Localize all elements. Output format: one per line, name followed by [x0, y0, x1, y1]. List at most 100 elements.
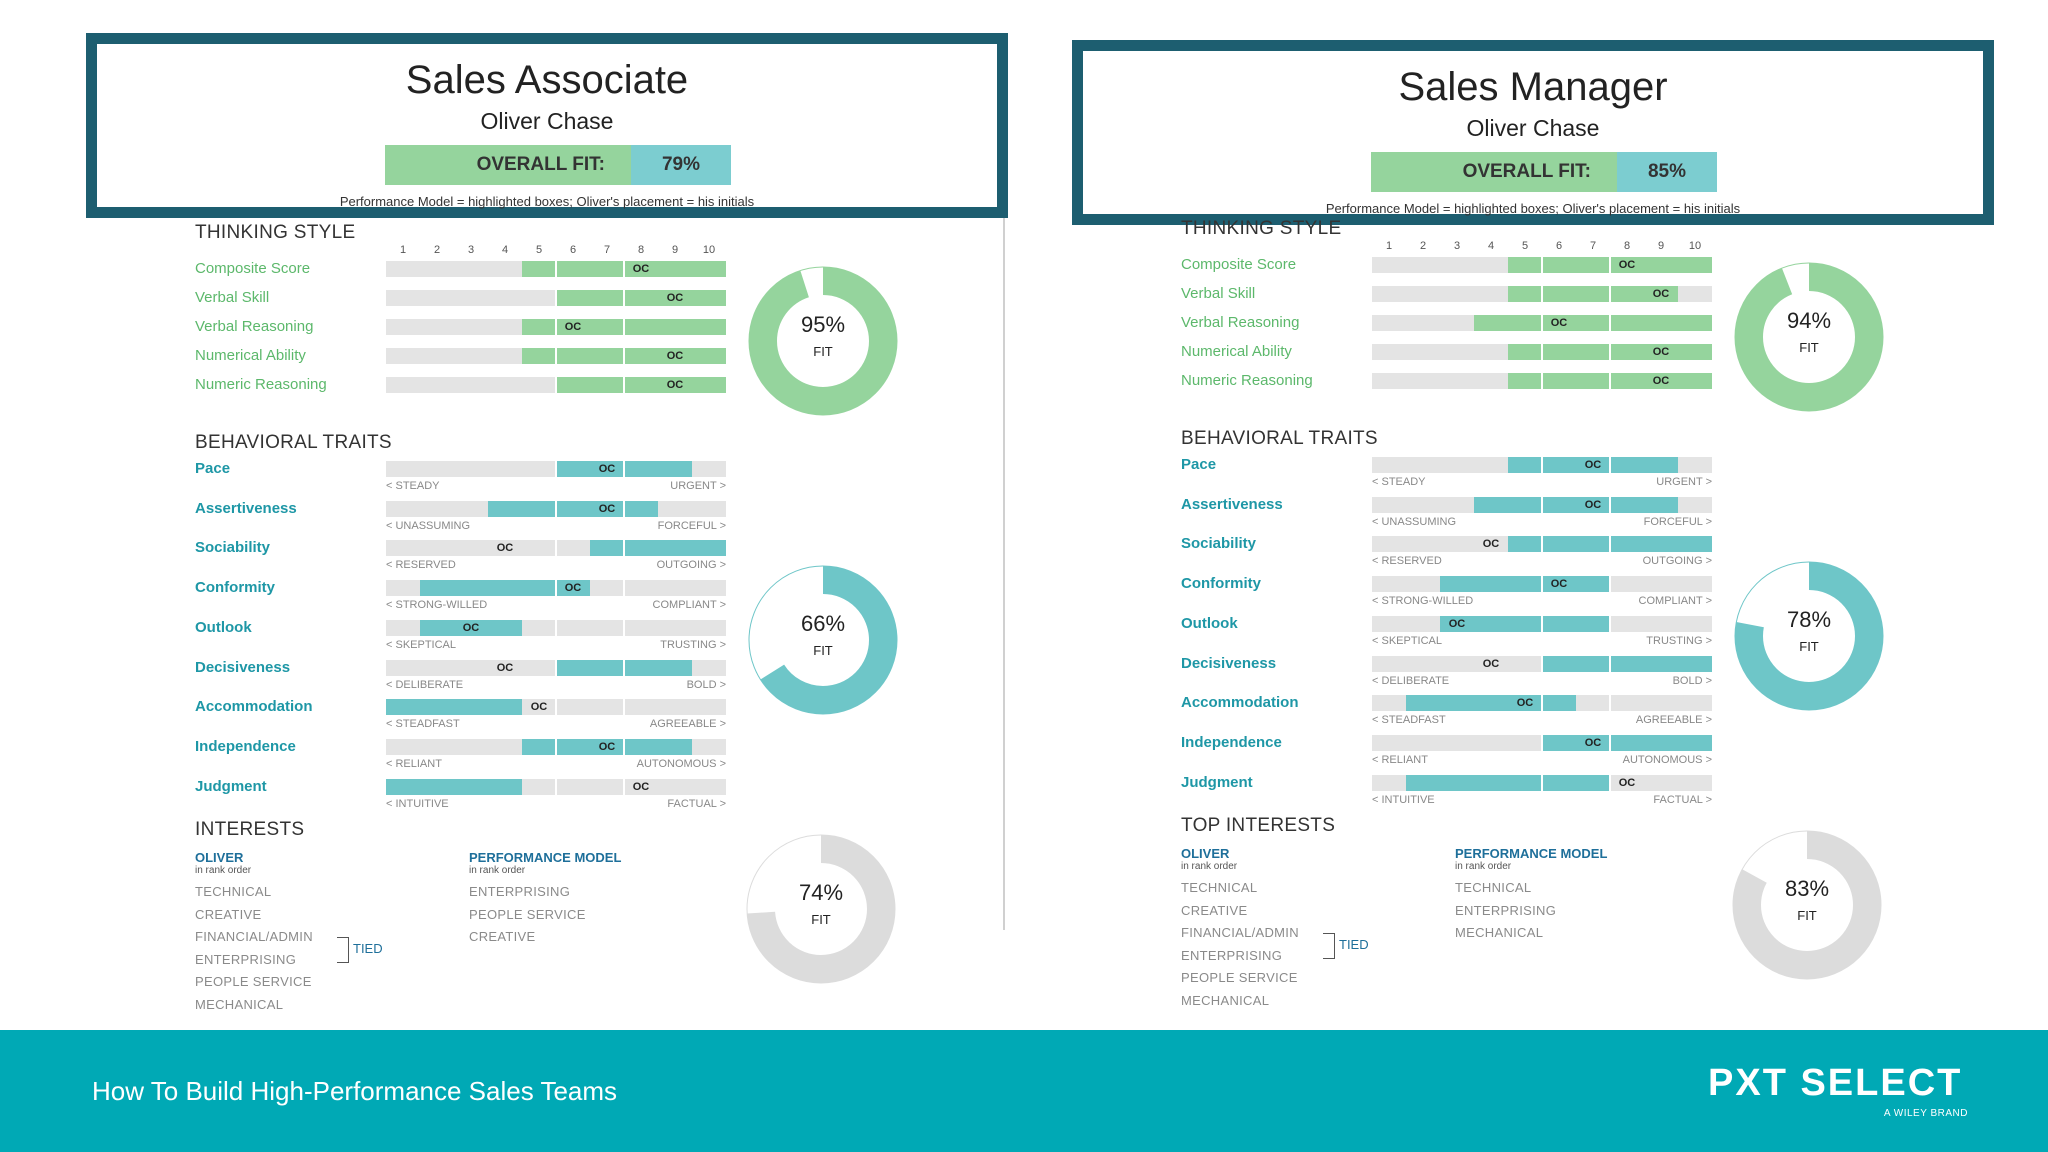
behav-divider-tick [1541, 655, 1543, 672]
behav-track-2: OC [386, 540, 726, 557]
behav-model-range-2 [590, 540, 726, 557]
behav-divider-tick [623, 659, 625, 676]
behav-track-5: OC [386, 659, 726, 676]
scale-number: 6 [1555, 240, 1563, 252]
behav-model-range-8 [386, 778, 522, 795]
behav-divider-tick [623, 738, 625, 755]
interests-fit-donut-fit-label: FIT [1797, 908, 1817, 923]
behavior-label-6: Accommodation [1181, 694, 1299, 712]
thinking-label-0: Composite Score [195, 260, 311, 277]
tied-label: TIED [1339, 937, 1369, 952]
trait-poles-2: < RESERVED OUTGOING > [386, 559, 726, 571]
scale-number: 1 [399, 244, 407, 256]
oliver-interests-subheading: in rank order [195, 865, 252, 876]
interests-fit-donut-ring [1732, 830, 1882, 980]
trait-high-pole: OUTGOING > [656, 559, 726, 572]
thinking-label-2: Verbal Reasoning [1181, 314, 1300, 331]
think-oc-marker-3: OC [1652, 346, 1670, 358]
behav-divider-tick [1541, 457, 1543, 473]
trait-low-pole: < STEADY [1372, 476, 1426, 488]
interests-fit-donut-outline [746, 834, 896, 984]
behav-divider-tick [1541, 734, 1543, 751]
behav-divider-tick [555, 619, 557, 636]
behav-track-0: OC [1372, 457, 1712, 473]
behavior-label-8: Judgment [1181, 773, 1253, 791]
model-interests-heading: PERFORMANCE MODEL [469, 850, 622, 865]
behav-divider-tick [1541, 536, 1543, 553]
trait-high-pole: AUTONOMOUS > [1622, 753, 1712, 766]
trait-low-pole: < INTUITIVE [1372, 793, 1435, 806]
think-track-4: OC [386, 377, 726, 393]
scale-number: 8 [637, 244, 645, 256]
behav-track-3: OC [386, 580, 726, 597]
trait-poles-4: < SKEPTICAL TRUSTING > [1372, 635, 1712, 647]
behav-oc-marker-7: OC [1584, 736, 1602, 749]
trait-low-pole: < UNASSUMING [386, 519, 471, 532]
trait-high-pole: BOLD > [686, 678, 726, 691]
behavior-fit-donut-percent: 66% [800, 611, 846, 636]
behav-divider-tick [555, 699, 557, 716]
behavioral-traits-title: BEHAVIORAL TRAITS [195, 432, 392, 453]
model-interest-item: PEOPLE SERVICE [469, 906, 586, 922]
role-title: Sales Manager [1398, 65, 1668, 109]
behav-track-6: OC [386, 699, 726, 716]
report-header: Sales Associate Oliver Chase OVERALL FIT: 7… [86, 33, 1008, 218]
oliver-interest-item: TECHNICAL [1181, 880, 1258, 895]
think-track-0: OC [1372, 257, 1712, 273]
behavior-label-2: Sociability [1181, 535, 1257, 553]
thinking-label-2: Verbal Reasoning [195, 318, 314, 335]
behav-divider-tick [1609, 615, 1611, 632]
trait-poles-6: < STEADFAST AGREEABLE > [1372, 714, 1712, 726]
behav-oc-marker-6: OC [1516, 697, 1534, 710]
pxt-select-logo: PXT SELECT A WILEY BRAND [1708, 1062, 1968, 1122]
behav-model-range-5 [1542, 655, 1712, 672]
trait-poles-3: < STRONG-WILLED COMPLIANT > [1372, 595, 1712, 607]
behav-oc-marker-5: OC [496, 661, 514, 674]
trait-low-pole: < UNASSUMING [1372, 515, 1457, 528]
behavior-fit-donut-ring [748, 565, 898, 715]
behav-track-1: OC [1372, 496, 1712, 513]
behav-divider-tick [1541, 496, 1543, 513]
behavior-label-4: Outlook [195, 618, 252, 636]
thinking-fit-donut-fit-label: FIT [1799, 340, 1819, 355]
behav-track-1: OC [386, 500, 726, 517]
report-divider [1003, 218, 1005, 930]
behav-model-range-3 [1440, 576, 1610, 593]
trait-low-pole: < DELIBERATE [1372, 674, 1450, 687]
candidate-name: Oliver Chase [1466, 115, 1600, 141]
model-interest-item: TECHNICAL [1455, 880, 1532, 895]
behavior-fit-donut: 66% FIT [748, 565, 898, 715]
behavior-label-6: Accommodation [195, 698, 313, 716]
trait-poles-7: < RELIANT AUTONOMOUS > [1372, 754, 1712, 766]
think-model-range-1 [556, 290, 726, 306]
trait-high-pole: COMPLIANT > [1638, 595, 1712, 608]
oliver-interest-item: PEOPLE SERVICE [1181, 970, 1298, 986]
behav-divider-tick [1609, 496, 1611, 513]
interests-fit-donut-outline [1732, 830, 1882, 980]
thinking-fit-donut-ring [1734, 262, 1884, 412]
trait-low-pole: < INTUITIVE [386, 797, 449, 810]
scale-number: 4 [1487, 240, 1495, 252]
think-divider-tick [555, 290, 557, 306]
behav-oc-marker-2: OC [1482, 538, 1500, 551]
behav-model-range-6 [1406, 695, 1576, 712]
think-track-2: OC [386, 319, 726, 335]
behav-track-8: OC [1372, 774, 1712, 791]
footer-title: How To Build High-Performance Sales Team… [92, 1076, 618, 1106]
behav-model-range-7 [522, 738, 692, 755]
interests-fit-donut: 74% FIT [746, 834, 896, 984]
think-oc-marker-4: OC [1652, 375, 1670, 387]
trait-poles-7: < RELIANT AUTONOMOUS > [386, 758, 726, 770]
trait-low-pole: < SKEPTICAL [386, 638, 457, 651]
behav-track-7: OC [386, 738, 726, 755]
scale-numbers: 1 2 3 4 5 6 7 8 9 10 [386, 244, 732, 258]
oliver-interests-subheading: in rank order [1181, 861, 1238, 872]
report-header: Sales Manager Oliver Chase OVERALL FIT: 85%… [1072, 40, 1994, 225]
oliver-interest-item: TECHNICAL [195, 884, 272, 899]
think-divider-tick [1609, 344, 1611, 360]
interests-fit-donut-arc [747, 835, 895, 983]
trait-high-pole: BOLD > [1672, 674, 1712, 687]
behav-divider-tick [1609, 536, 1611, 553]
trait-high-pole: FORCEFUL > [657, 519, 726, 532]
behav-oc-marker-1: OC [1584, 498, 1602, 511]
